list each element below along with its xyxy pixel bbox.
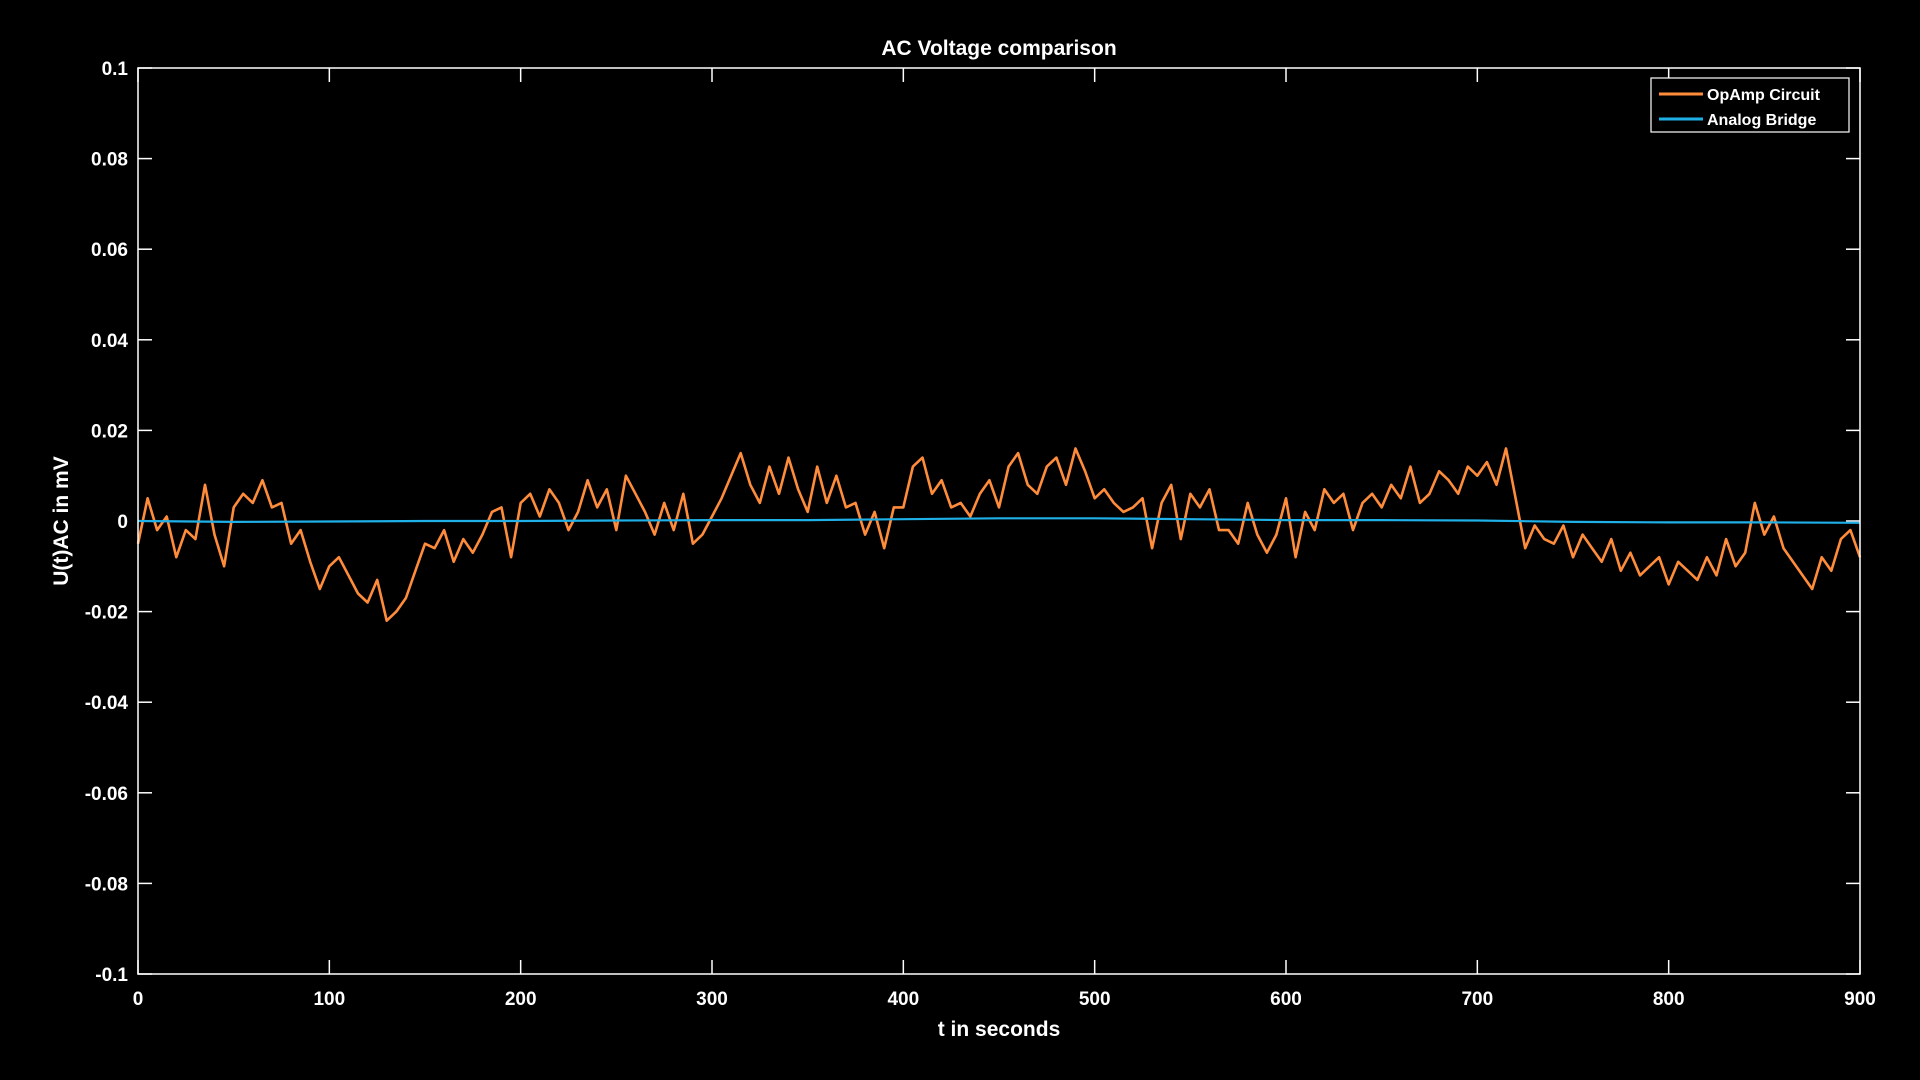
x-tick-label: 800 [1653,989,1685,1010]
x-tick-label: 100 [313,989,345,1010]
y-tick-label: -0.06 [85,784,128,805]
y-tick-label: -0.1 [95,965,128,986]
y-tick-label: 0.02 [91,421,128,442]
series-line-analog-bridge [137,517,1861,524]
x-tick-label: 400 [887,989,919,1010]
x-tick-label: 600 [1270,989,1302,1010]
y-tick-label: 0 [117,512,128,533]
y-axis-label: U(t)AC in mV [50,456,73,586]
y-tick-label: 0.06 [91,240,128,261]
x-tick-label: 900 [1844,989,1876,1010]
legend: OpAmp Circuit Analog Bridge [1650,77,1850,133]
y-tick-label: 0.04 [91,331,128,352]
legend-label: OpAmp Circuit [1707,87,1821,104]
y-tick-label: 0.08 [91,150,128,171]
x-tick-label: 500 [1079,989,1111,1010]
y-tick-label: -0.08 [85,874,128,895]
axes-box [137,67,1861,975]
chart-title: AC Voltage comparison [881,37,1116,60]
axis-ticks: 0 100 200 300 400 500 600 700 800 900 -0.1 -0.08 -0.… [85,59,1876,1010]
plot-series [136,447,1862,623]
x-tick-label: 200 [505,989,537,1010]
x-axis-label: t in seconds [938,1018,1061,1041]
series-line-opamp-circuit [136,447,1862,623]
x-tick-label: 0 [133,989,144,1010]
legend-box [1650,77,1850,133]
x-tick-label: 700 [1461,989,1493,1010]
y-tick-label: -0.02 [85,603,128,624]
x-tick-label: 300 [696,989,728,1010]
legend-label: Analog Bridge [1707,112,1816,129]
y-tick-label: -0.04 [85,693,129,714]
y-tick-label: 0.1 [102,59,129,80]
